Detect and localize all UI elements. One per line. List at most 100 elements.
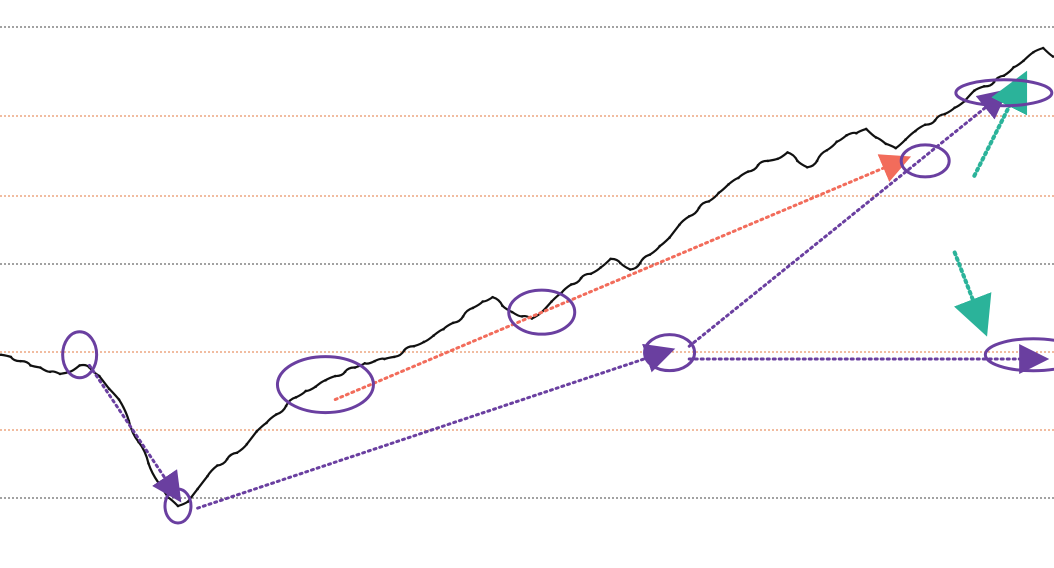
price-point [678,223,681,227]
price-point [245,442,249,446]
price-point [255,430,258,433]
price-point [579,276,583,280]
price-point [176,504,180,508]
price-point [550,300,553,303]
price-point [737,176,740,180]
price-point [864,127,868,131]
price-point [353,366,357,369]
annotation-arrow [87,363,182,503]
price-point [687,214,691,218]
price-point [609,257,612,261]
price-point [29,364,32,367]
price-point [953,106,956,109]
price-point [19,359,22,363]
price-point [707,200,711,203]
price-point [225,457,229,461]
price-point [461,315,465,318]
price-point [491,295,494,299]
price-point [235,451,239,455]
price-point [510,310,514,314]
price-point [943,112,947,116]
annotation-arrow [952,250,992,337]
annotation-ellipse [983,337,1054,373]
price-point [1022,59,1025,63]
price-point [78,364,81,367]
price-point [982,85,986,88]
price-point [815,159,819,163]
annotation-ellipse [643,333,697,373]
price-point [186,500,190,504]
price-point [304,389,308,393]
price-point [874,136,878,139]
price-point [58,372,62,376]
price-point [796,159,799,163]
price-point [451,321,455,325]
price-point [923,123,927,126]
price-point [825,148,829,152]
price-point [855,131,858,135]
price-point [39,366,42,369]
price-point [274,413,278,416]
price-point [422,340,426,344]
price-point [157,481,160,484]
price-point [107,387,111,391]
price-point [402,349,406,352]
price-point [756,163,760,167]
price-point [589,272,593,276]
price-point [48,370,52,374]
price-point [333,374,337,378]
price-point [215,464,219,467]
price-point [619,261,622,265]
price-point [1041,46,1045,50]
annotation-arrow [687,88,1009,348]
price-point [206,474,209,478]
price-point [1012,65,1015,69]
annotation-ellipse [899,143,951,179]
price-point [973,89,976,92]
price-point [392,355,396,359]
price-point [845,134,848,137]
price-point [894,146,897,150]
price-point [668,236,671,239]
price-point [471,306,475,310]
price-point [324,379,327,382]
price-point [805,165,809,169]
annotation-ellipse [507,288,577,336]
price-point [638,261,642,265]
price-point [0,353,3,357]
price-point [1051,55,1054,58]
price-point [904,138,907,141]
price-point [786,151,789,154]
annotation-ellipse [954,78,1054,108]
price-point [766,159,770,163]
price-point [835,140,839,144]
price-point [284,404,288,408]
price-point [196,487,199,491]
price-series-line [0,46,1054,508]
annotation-ellipse [61,330,99,380]
price-point [412,344,416,348]
price-point [363,361,367,365]
price-point [628,268,632,271]
price-point [717,191,721,195]
price-point [884,142,888,146]
price-point [501,304,504,308]
price-point [933,119,937,122]
price-point [432,334,435,337]
annotation-ellipse [163,487,193,525]
annotation-arrow [972,70,1028,178]
annotation-arrow [196,343,676,510]
price-point [373,359,376,363]
price-point [727,183,730,186]
price-point [9,355,13,359]
price-point [520,315,524,318]
price-point [569,283,573,286]
price-point [383,357,386,361]
price-point [294,396,298,399]
annotation-ellipse [275,355,375,415]
price-point [1032,50,1035,54]
price-point [697,206,701,210]
annotation-arrow [333,154,912,401]
